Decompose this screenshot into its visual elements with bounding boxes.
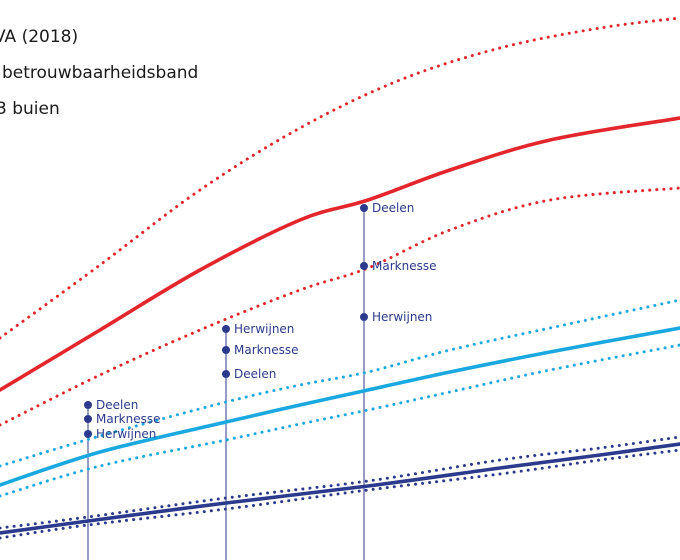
station-label-1-2: Deelen bbox=[234, 367, 276, 381]
station-dot-0-0 bbox=[84, 401, 92, 409]
series-line-2 bbox=[0, 186, 680, 427]
series-layer bbox=[0, 16, 680, 540]
station-dot-2-0 bbox=[360, 204, 368, 212]
station-label-1-0: Herwijnen bbox=[234, 322, 294, 336]
station-label-0-2: Herwijnen bbox=[96, 427, 156, 441]
series-line-0 bbox=[0, 116, 680, 392]
series-line-7 bbox=[0, 435, 680, 530]
station-label-0-0: Deelen bbox=[96, 398, 138, 412]
series-line-8 bbox=[0, 448, 680, 540]
station-dot-0-2 bbox=[84, 430, 92, 438]
station-label-2-2: Herwijnen bbox=[372, 310, 432, 324]
station-label-1-1: Marknesse bbox=[234, 343, 298, 357]
station-dot-0-1 bbox=[84, 415, 92, 423]
series-line-3 bbox=[0, 326, 680, 487]
legend-entry-2: 3 buien bbox=[0, 99, 60, 119]
station-dot-1-1 bbox=[222, 346, 230, 354]
station-dot-2-1 bbox=[360, 262, 368, 270]
station-dot-2-2 bbox=[360, 313, 368, 321]
legend-entry-0: VA (2018) bbox=[0, 27, 78, 47]
station-label-0-1: Marknesse bbox=[96, 412, 160, 426]
legend-entry-1: betrouwbaarheidsband bbox=[2, 63, 198, 83]
series-line-4 bbox=[0, 298, 680, 468]
series-line-6 bbox=[0, 442, 680, 535]
station-markers: DeelenMarknesseHerwijnenHerwijnenMarknes… bbox=[84, 201, 436, 441]
legend: VA (2018) betrouwbaarheidsband 3 buien bbox=[0, 27, 198, 119]
series-line-5 bbox=[0, 343, 680, 498]
station-dot-1-2 bbox=[222, 370, 230, 378]
station-dot-1-0 bbox=[222, 325, 230, 333]
station-label-2-0: Deelen bbox=[372, 201, 414, 215]
station-vertical-lines bbox=[87, 208, 365, 560]
station-label-2-1: Marknesse bbox=[372, 259, 436, 273]
